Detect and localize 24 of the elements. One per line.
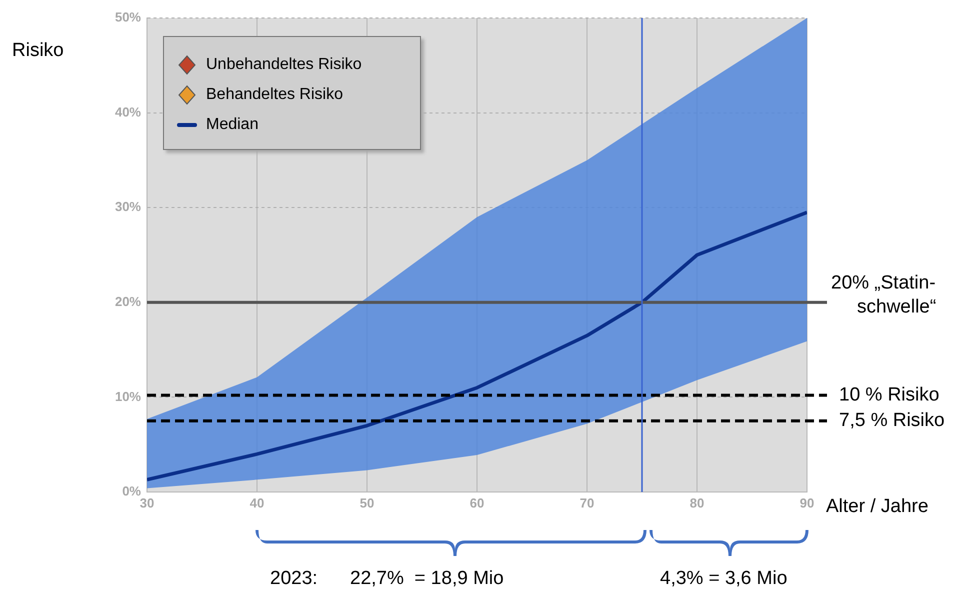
ref-line-label: 10 % Risiko — [839, 384, 940, 406]
x-axis-title: Alter / Jahre — [826, 496, 928, 518]
y-tick-label: 40% — [114, 104, 142, 120]
legend-label: Behandeltes Risiko — [206, 86, 343, 104]
text: 2023: — [270, 568, 318, 589]
x-tick-label: 30 — [140, 495, 154, 510]
x-tick-label: 40 — [250, 495, 264, 510]
x-tick-label: 60 — [470, 495, 484, 510]
ref-line-label: 7,5 % Risiko — [839, 410, 945, 432]
x-tick-label: 70 — [580, 495, 594, 510]
x-tick-label: 90 — [800, 495, 814, 510]
y-tick-label: 50% — [114, 10, 142, 25]
legend-label: Unbehandeltes Risiko — [206, 56, 362, 74]
y-axis-title: Risiko — [12, 40, 64, 62]
y-tick-label: 10% — [114, 388, 142, 404]
x-tick-label: 80 — [690, 495, 704, 510]
x-tick-label: 50 — [360, 495, 374, 510]
y-tick-label: 0% — [122, 484, 142, 499]
text: 22,7% = 18,9 Mio — [350, 568, 504, 589]
legend-label: Median — [206, 116, 258, 134]
y-tick-label: 30% — [114, 199, 142, 214]
ref-line-label: 20% „Statin- schwelle“ — [831, 272, 936, 318]
text: 4,3% = 3,6 Mio — [660, 568, 788, 589]
y-tick-label: 20% — [114, 294, 142, 309]
